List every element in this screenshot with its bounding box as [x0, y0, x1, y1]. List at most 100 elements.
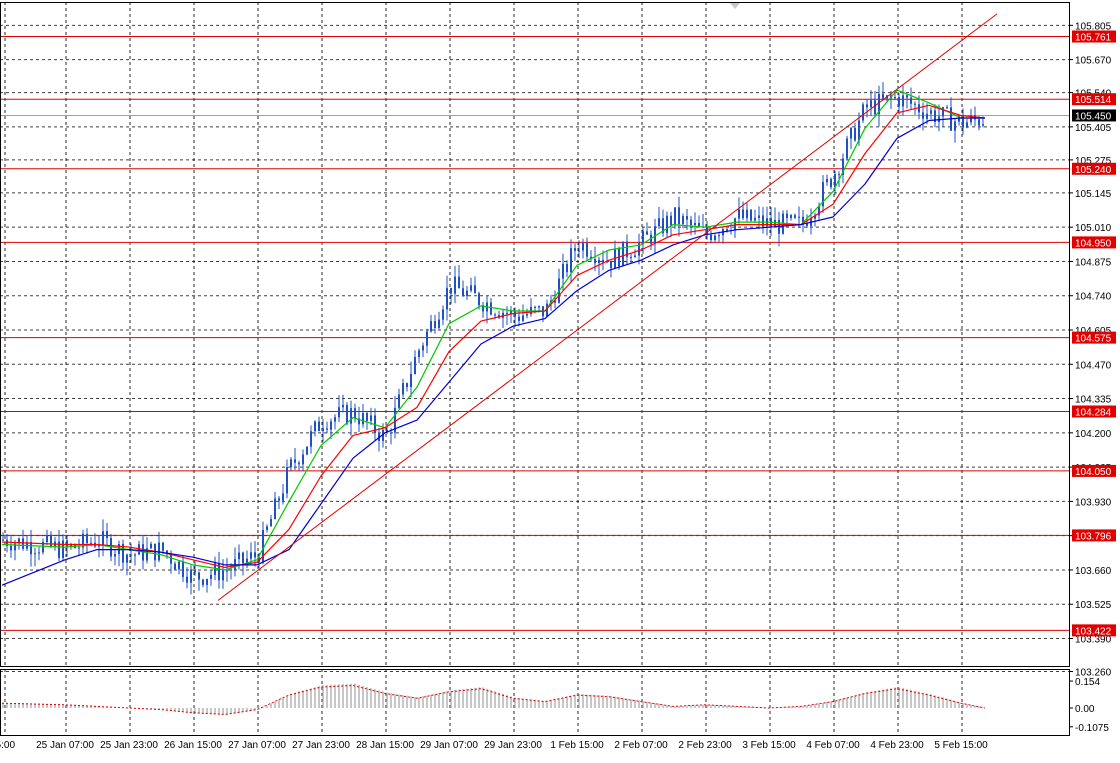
candle-body [578, 250, 580, 252]
candle-body [710, 234, 712, 241]
level-label-bg [1072, 331, 1116, 344]
level-label: 104.575 [1075, 334, 1112, 345]
y-tick-label: 103.525 [1075, 600, 1112, 611]
candle-body [574, 248, 576, 251]
candle-body [238, 552, 240, 560]
candle-body [698, 222, 700, 227]
candle-body [610, 260, 612, 268]
candle-body [106, 531, 108, 539]
level-label: 104.950 [1075, 238, 1112, 249]
candle-body [174, 563, 176, 570]
candle-body [22, 538, 24, 549]
candle-body [194, 569, 196, 573]
candle-body [90, 542, 92, 544]
candle-body [526, 314, 528, 316]
candle-body [846, 138, 848, 159]
x-tick-label: 25 Jan 07:00 [36, 740, 94, 751]
candle-body [182, 561, 184, 577]
level-label: 103.796 [1075, 531, 1112, 542]
candle-body [30, 541, 32, 555]
candle-body [854, 127, 856, 141]
candle-body [794, 215, 796, 218]
candle-body [150, 543, 152, 549]
candle-body [962, 116, 964, 128]
trendline [217, 13, 998, 601]
y-tick-label: 103.390 [1075, 634, 1112, 645]
candle-body [806, 223, 808, 226]
candle-body [786, 213, 788, 219]
candle-body [970, 115, 972, 123]
level-label: 103.422 [1075, 626, 1112, 637]
x-tick-label: 15:00 [0, 740, 15, 751]
candle-body [134, 554, 136, 556]
candle-body [882, 93, 884, 99]
candle-body [370, 415, 372, 421]
candle-body [386, 429, 388, 433]
candle-body [946, 107, 948, 109]
candle-body [434, 321, 436, 328]
candle-body [954, 121, 956, 131]
candle-body [46, 535, 48, 542]
moving-average-line [1, 104, 986, 568]
candle-body [218, 563, 220, 581]
candle-body [138, 544, 140, 555]
candle-body [442, 309, 444, 320]
candle-body [690, 219, 692, 226]
candle-body [870, 100, 872, 108]
candle-body [302, 454, 304, 465]
candle-body [638, 242, 640, 256]
candle-body [878, 93, 880, 115]
candle-body [430, 321, 432, 332]
candle-body [190, 569, 192, 583]
candle-body [746, 209, 748, 219]
candle-body [346, 404, 348, 424]
candle-body [214, 563, 216, 575]
level-label-bg [1072, 236, 1116, 249]
current-price-label: 105.450 [1075, 111, 1112, 122]
candle-body [230, 569, 232, 571]
candle-body [390, 432, 392, 434]
candle-body [634, 255, 636, 258]
candle-body [10, 545, 12, 551]
level-label-bg [1072, 405, 1116, 418]
candle-body [102, 531, 104, 546]
candle-body [754, 217, 756, 221]
candle-body [326, 428, 328, 430]
candle-body [70, 544, 72, 547]
candle-body [210, 574, 212, 579]
candle-body [62, 540, 64, 559]
candle-body [418, 350, 420, 358]
candle-body [18, 538, 20, 544]
candle-body [178, 561, 180, 570]
x-tick-label: 29 Jan 07:00 [420, 740, 478, 751]
candle-body [626, 241, 628, 257]
candle-body [466, 290, 468, 297]
candle-body [490, 302, 492, 315]
candle-body [898, 97, 900, 107]
candle-body [674, 207, 676, 226]
y-tick-label: 105.805 [1075, 21, 1112, 32]
candle-body [286, 467, 288, 494]
candle-body [338, 407, 340, 418]
candle-body [38, 552, 40, 554]
candle-body [186, 576, 188, 583]
x-tick-label: 2 Feb 07:00 [614, 740, 668, 751]
candle-body [474, 285, 476, 294]
candle-body [298, 462, 300, 465]
candle-body [470, 285, 472, 291]
candle-body [714, 235, 716, 241]
candle-body [14, 543, 16, 551]
candle-body [982, 124, 984, 126]
level-label-bg [1072, 162, 1116, 175]
candle-body [282, 493, 284, 501]
candle-body [50, 535, 52, 547]
candle-body [814, 215, 816, 219]
candle-body [602, 259, 604, 263]
x-tick-label: 4 Feb 07:00 [806, 740, 860, 751]
candle-body [518, 316, 520, 321]
y-tick-label: 105.145 [1075, 189, 1112, 200]
candle-body [822, 182, 824, 207]
candle-body [126, 554, 128, 563]
candle-body [98, 545, 100, 547]
candle-body [678, 207, 680, 225]
